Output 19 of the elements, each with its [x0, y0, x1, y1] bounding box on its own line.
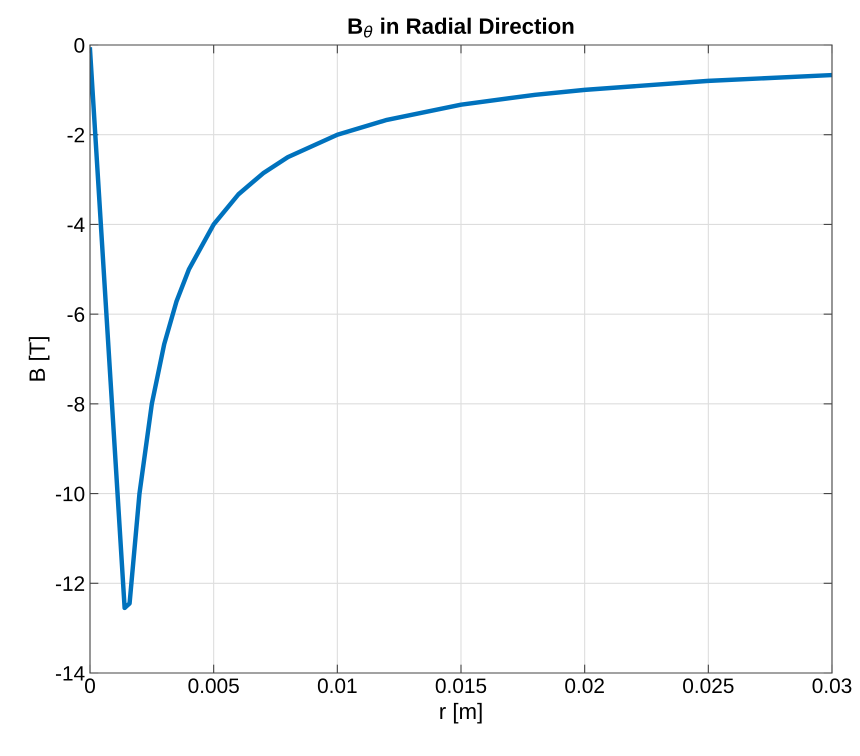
x-tick-label: 0.015	[436, 678, 486, 694]
y-tick-label: -12	[56, 576, 84, 591]
y-tick-label: -8	[68, 396, 84, 412]
y-tick-label: -4	[68, 218, 85, 232]
chart-title: B$_{θ}$ in Radial Direction	[348, 18, 574, 38]
line-series	[90, 47, 832, 610]
x-tick-label: 0.025	[683, 678, 734, 694]
x-axis-title: r [m]	[440, 702, 482, 724]
y-tick-label: -2	[68, 128, 84, 142]
y-tick-label: -10	[56, 486, 84, 502]
x-tick-label: 0	[85, 678, 95, 694]
x-tick-label: 0.03	[812, 678, 852, 694]
y-tick-label: -14	[56, 666, 85, 681]
y-tick-label: 0	[74, 38, 84, 53]
y-axis-title: B [T]	[28, 337, 50, 381]
y-tick-label: -6	[68, 307, 84, 322]
x-tick-label: 0.01	[318, 678, 357, 694]
x-tick-label: 0.005	[188, 678, 239, 694]
x-tick-label: 0.02	[565, 678, 604, 694]
